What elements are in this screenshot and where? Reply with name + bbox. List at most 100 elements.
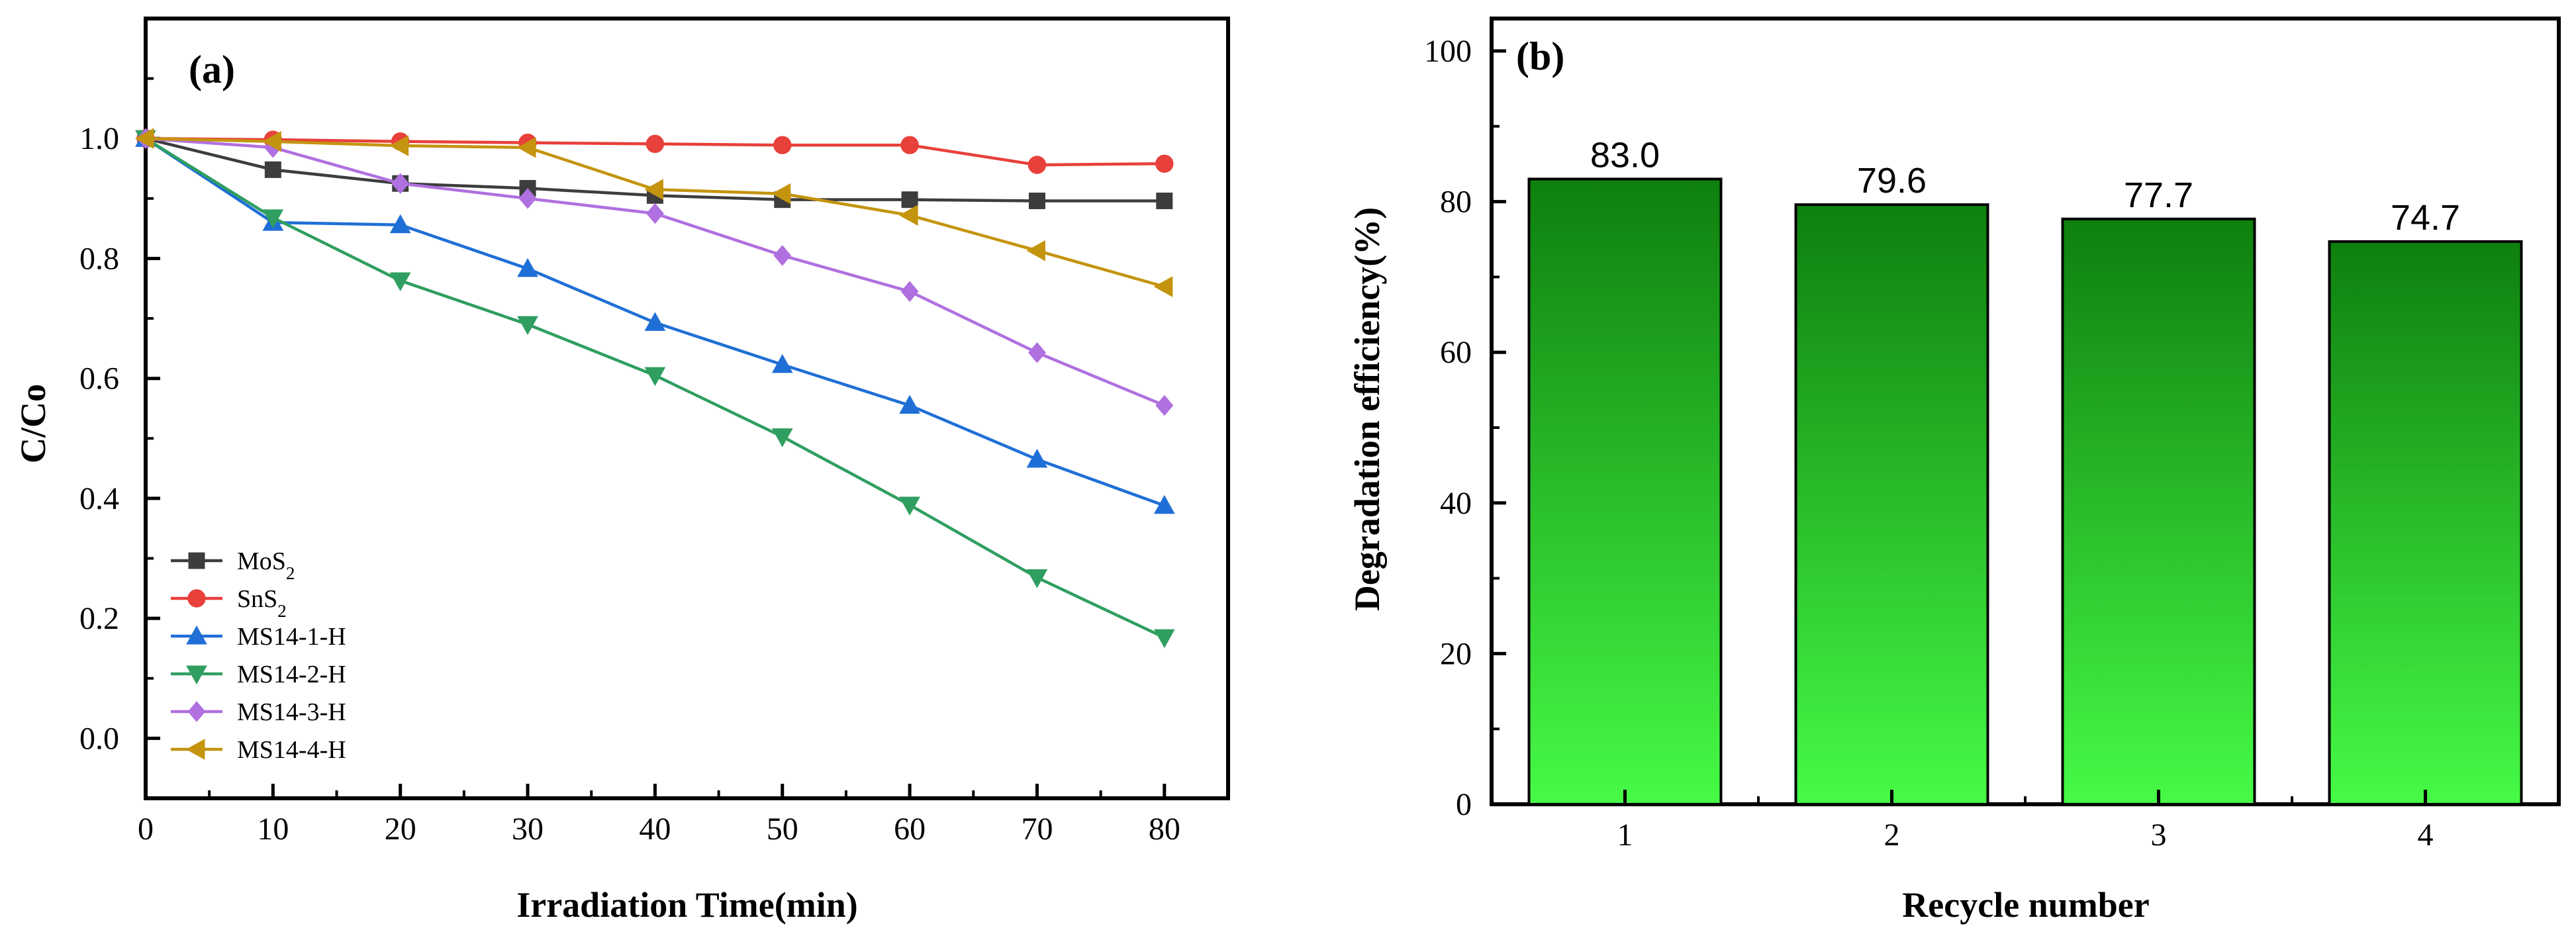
legend-item: MS14-4-H — [171, 736, 346, 764]
panel-a-x-tick-label: 30 — [512, 812, 544, 847]
legend-item: MoS2 — [171, 547, 295, 583]
data-point — [771, 428, 793, 447]
legend-item: MS14-3-H — [171, 698, 346, 726]
panel-b-y-tick-label: 0 — [1456, 787, 1472, 822]
bar-value-label: 79.6 — [1857, 161, 1927, 201]
data-point — [134, 128, 154, 150]
panel-a-x-tick-label: 20 — [385, 812, 416, 847]
data-point — [1026, 240, 1045, 261]
legend-label: MS14-2-H — [237, 661, 346, 688]
panel-b-x-tick-label: 4 — [2418, 817, 2434, 853]
data-point — [1153, 629, 1175, 649]
data-point — [901, 191, 918, 209]
panel-a-x-tick-label: 10 — [257, 812, 289, 847]
data-point — [771, 353, 793, 373]
legend-marker — [188, 552, 205, 569]
legend-label: MS14-1-H — [237, 623, 346, 651]
legend-marker — [187, 701, 206, 722]
bar — [1527, 177, 1723, 806]
legend-label: SnS2 — [237, 585, 287, 621]
bar-value-label: 77.7 — [2124, 175, 2193, 215]
data-point — [900, 136, 919, 154]
data-point — [646, 203, 664, 224]
data-point — [518, 188, 537, 209]
panel-b-x-axis-title: Recycle number — [1902, 885, 2149, 925]
panel-a-x-tick-label: 80 — [1149, 812, 1180, 847]
bar — [1794, 203, 1989, 806]
panel-a-x-tick-label: 0 — [138, 812, 154, 847]
legend-marker — [187, 589, 206, 608]
data-point — [644, 179, 663, 201]
panel-b-x-tick-label: 2 — [1884, 817, 1900, 853]
bar-value-label: 74.7 — [2391, 198, 2460, 238]
data-point — [645, 134, 665, 154]
data-point — [389, 135, 409, 156]
panel-a-y-tick-label: 1.0 — [79, 121, 119, 156]
data-point — [644, 312, 666, 331]
panel-a-y-tick-label: 0.6 — [79, 361, 119, 397]
panel-a-label: (a) — [189, 48, 235, 91]
data-point — [264, 161, 281, 178]
legend-label: MS14-3-H — [237, 698, 346, 726]
legend-marker — [186, 625, 207, 645]
data-point — [262, 130, 281, 152]
data-point — [1028, 192, 1045, 209]
data-point — [517, 257, 538, 277]
panel-b-y-tick-label: 20 — [1440, 636, 1472, 671]
legend-marker — [186, 665, 207, 685]
data-point — [1026, 569, 1048, 588]
data-point — [899, 496, 920, 516]
panel-a-x-tick-label: 50 — [767, 812, 798, 847]
panel-a-plot-frame — [144, 17, 1230, 800]
panel-b-x-tick-label: 3 — [2151, 817, 2167, 853]
data-point — [1155, 154, 1174, 173]
panel-a-y-tick-label: 0.0 — [79, 721, 119, 756]
panel-a-x-axis-title: Irradiation Time(min) — [516, 885, 858, 925]
legend-label: MoS2 — [237, 547, 295, 583]
data-point — [771, 183, 791, 205]
data-point — [644, 367, 666, 387]
data-point — [773, 136, 792, 154]
panel-a-x-tick-label: 40 — [639, 812, 671, 847]
data-point — [773, 245, 792, 266]
data-point — [517, 316, 538, 336]
panel-a-x-tick-label: 70 — [1021, 812, 1053, 847]
data-point — [517, 136, 536, 158]
series-ms14-4-h — [134, 128, 1173, 297]
panel-b-x-tick-label: 1 — [1617, 817, 1633, 853]
data-point — [1153, 494, 1175, 514]
data-point — [1156, 192, 1173, 209]
bar — [2061, 217, 2256, 806]
panel-a-y-tick-label: 0.4 — [79, 481, 119, 516]
data-point — [391, 173, 410, 194]
data-point — [899, 395, 920, 414]
panel-b-y-tick-label: 100 — [1424, 34, 1472, 69]
panel-b-y-tick-label: 40 — [1440, 486, 1472, 521]
data-point — [1155, 395, 1174, 416]
panel-a-y-tick-label: 0.2 — [79, 601, 119, 636]
legend-item: MS14-2-H — [171, 661, 346, 688]
data-point — [1026, 448, 1048, 468]
data-point — [1153, 276, 1173, 297]
data-point — [389, 214, 411, 234]
data-point — [389, 272, 411, 292]
legend-label: MS14-4-H — [237, 736, 346, 764]
panel-b-label: (b) — [1516, 34, 1564, 78]
data-point — [1028, 342, 1046, 363]
panel-a-y-axis-title: C/Co — [13, 384, 53, 463]
panel-b-y-tick-label: 60 — [1440, 335, 1472, 370]
panel-a-y-tick-label: 0.8 — [79, 241, 119, 276]
series-line — [145, 136, 1165, 407]
panel-a-x-tick-label: 60 — [894, 812, 926, 847]
data-point — [899, 205, 918, 226]
panel-a-line-chart: 0 10 20 30 40 50 60 70 800.00.20.40.60.81.0 (a) … — [13, 17, 1230, 925]
panel-b-y-axis-title: Degradation efficiency(%) — [1347, 207, 1387, 611]
legend-item: SnS2 — [171, 585, 287, 621]
data-point — [262, 209, 284, 228]
panel-b-y-tick-label: 80 — [1440, 185, 1472, 220]
legend-item: MS14-1-H — [171, 623, 346, 651]
bar-value-label: 83.0 — [1590, 135, 1660, 175]
data-point — [1027, 156, 1047, 174]
